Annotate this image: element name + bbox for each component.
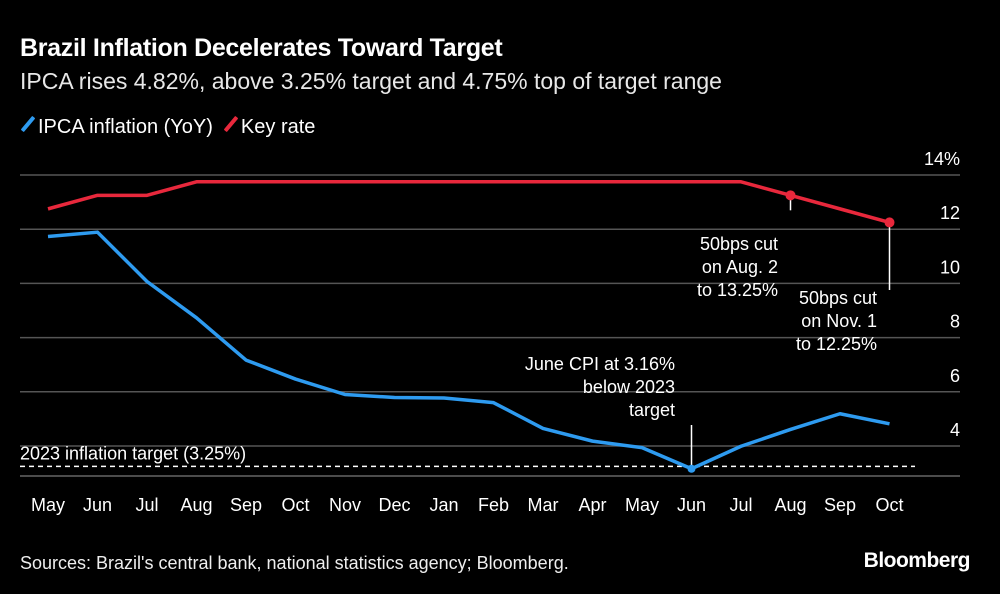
x-tick-label: Apr <box>578 495 606 515</box>
legend-item-key-rate: Key rate <box>223 115 315 139</box>
x-tick-label: Jun <box>83 495 112 515</box>
y-tick-label: 4 <box>950 420 960 440</box>
x-tick-label: Nov <box>329 495 361 515</box>
x-tick-label: Feb <box>478 495 509 515</box>
key-rate-cut-marker <box>785 190 796 201</box>
annotation-text: to 13.25% <box>697 280 778 300</box>
x-tick-label: Dec <box>378 495 410 515</box>
x-tick-label: Jul <box>729 495 752 515</box>
annotation-text: on Aug. 2 <box>702 257 778 277</box>
annotation-text: to 12.25% <box>796 334 877 354</box>
chart-subtitle: IPCA rises 4.82%, above 3.25% target and… <box>20 68 722 94</box>
y-tick-label: 8 <box>950 312 960 332</box>
y-tick-label: 12 <box>940 203 960 223</box>
legend-label-key-rate: Key rate <box>240 116 316 138</box>
x-tick-label: Jun <box>677 495 706 515</box>
x-tick-label: Sep <box>230 495 262 515</box>
x-tick-label: Aug <box>774 495 806 515</box>
x-tick-label: May <box>625 495 659 515</box>
y-tick-label: 6 <box>950 366 960 386</box>
ipca-june-marker <box>687 464 696 473</box>
annotation-text: target <box>629 400 675 420</box>
legend-label-ipca: IPCA inflation (YoY) <box>38 116 213 138</box>
x-tick-label: Jan <box>429 495 458 515</box>
target-line-label: 2023 inflation target (3.25%) <box>20 443 246 463</box>
legend: IPCA inflation (YoY) Key rate <box>20 115 315 139</box>
legend-item-ipca: IPCA inflation (YoY) <box>20 115 213 139</box>
annotation-text: below 2023 <box>583 377 675 397</box>
x-tick-label: May <box>31 495 65 515</box>
annotation-text: June CPI at 3.16% <box>525 354 675 374</box>
x-tick-label: Aug <box>180 495 212 515</box>
x-tick-label: Mar <box>528 495 559 515</box>
x-tick-label: Jul <box>135 495 158 515</box>
x-tick-label: Oct <box>281 495 309 515</box>
key-rate-cut-marker <box>884 217 895 228</box>
annotation-text: on Nov. 1 <box>801 311 877 331</box>
x-tick-label: Oct <box>875 495 903 515</box>
ipca-line <box>47 230 890 471</box>
y-tick-label: 10 <box>940 257 960 277</box>
annotation-text: 50bps cut <box>700 234 778 254</box>
x-tick-label: Sep <box>824 495 856 515</box>
bloomberg-logo: Bloomberg <box>863 549 971 572</box>
chart-title: Brazil Inflation Decelerates Toward Targ… <box>20 34 503 62</box>
key-rate-line <box>47 180 890 225</box>
source-note: Sources: Brazil's central bank, national… <box>20 553 569 573</box>
annotation-text: 50bps cut <box>799 288 877 308</box>
y-tick-label: 14% <box>924 149 960 169</box>
